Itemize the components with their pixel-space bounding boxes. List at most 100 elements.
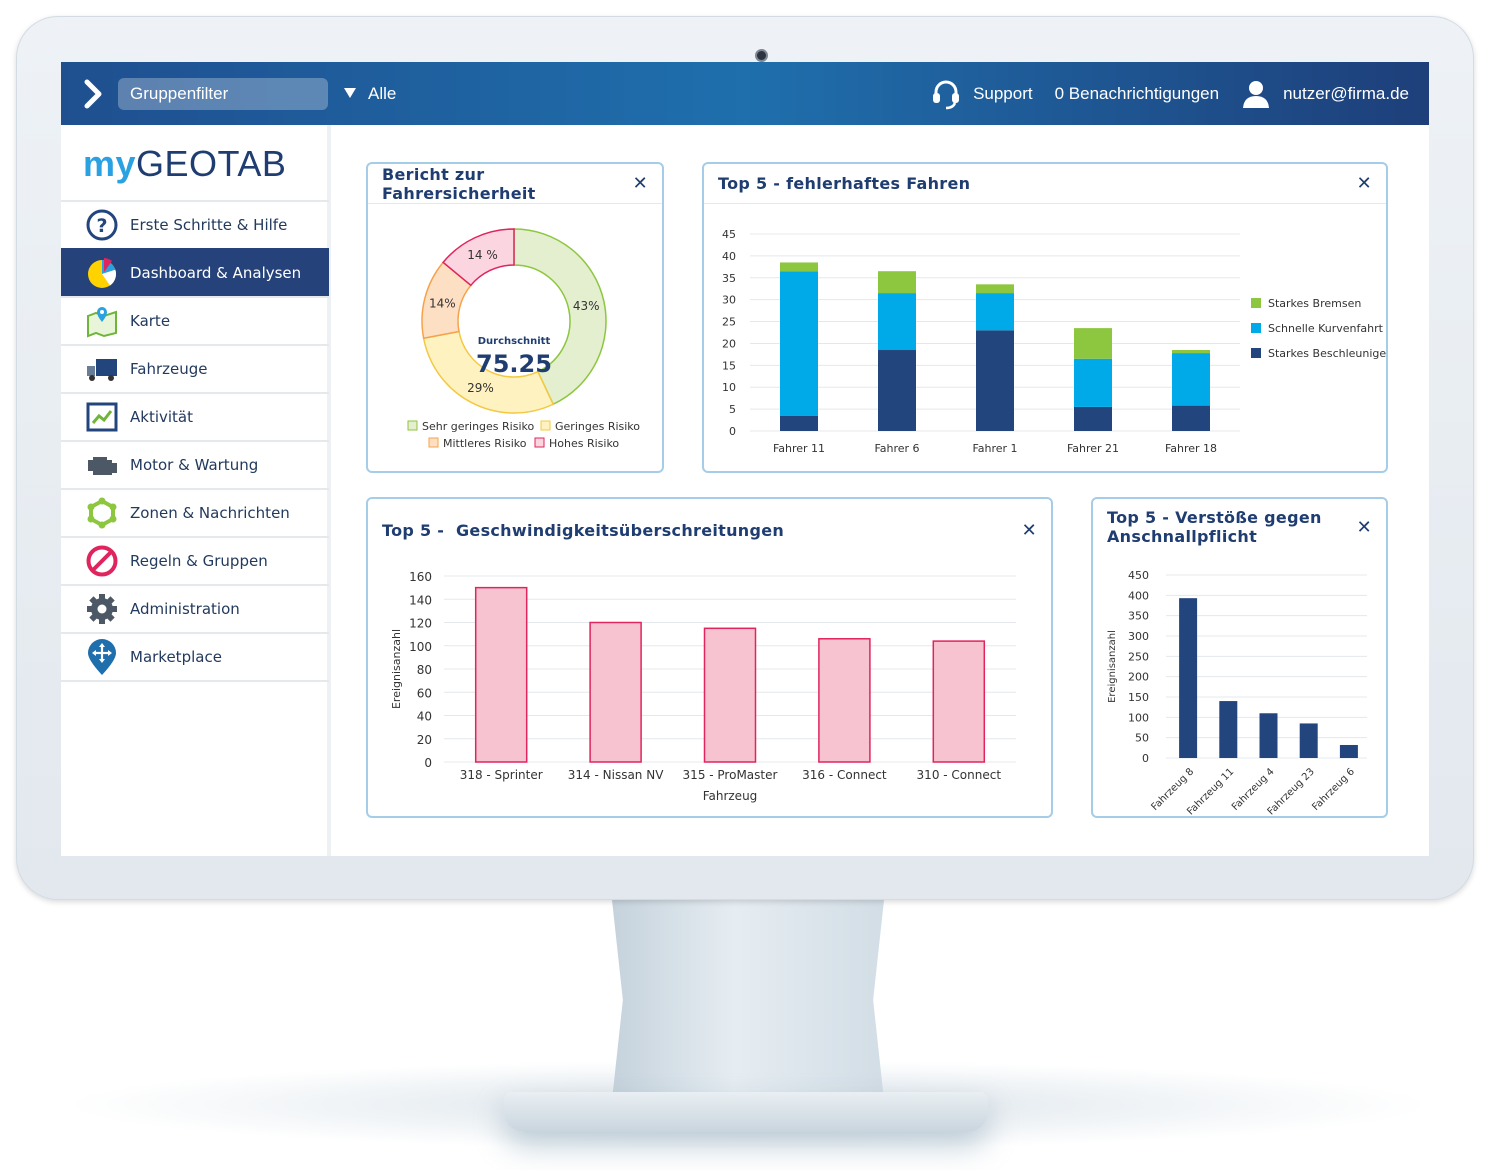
close-icon[interactable]: ✕ xyxy=(1356,173,1372,194)
user-email: nutzer@firma.de xyxy=(1283,84,1409,103)
logo-geotab: GEOTAB xyxy=(136,143,287,184)
close-icon[interactable]: ✕ xyxy=(632,173,648,194)
legend-label: Geringes Risiko xyxy=(555,420,640,433)
support-link[interactable]: Support xyxy=(931,78,1033,110)
notifications-link[interactable]: 0 Benachrichtigungen xyxy=(1055,84,1219,104)
legend-swatch xyxy=(534,437,545,448)
x-tick-label: Fahrzeug 6 xyxy=(1310,766,1357,813)
sidebar-item-zones[interactable]: Zonen & Nachrichten xyxy=(61,488,329,536)
widget-title: Top 5 - Geschwindigkeitsüberschreitungen xyxy=(382,520,785,540)
sidebar-item-label: Zonen & Nachrichten xyxy=(130,504,290,522)
sidebar-item-vehicles[interactable]: Fahrzeuge xyxy=(61,344,329,392)
sidebar-menu: ? Erste Schritte & Hilfe Dashboard & Ana… xyxy=(61,200,329,682)
group-filter-input[interactable]: Gruppenfilter xyxy=(118,78,328,110)
y-tick-label: 0 xyxy=(424,756,432,770)
y-tick-label: 100 xyxy=(1128,711,1149,724)
y-tick-label: 100 xyxy=(409,640,432,654)
zones-icon xyxy=(85,496,119,530)
sidebar-item-administration[interactable]: Administration xyxy=(61,584,329,632)
legend-swatch xyxy=(428,437,439,448)
bar-segment xyxy=(1074,406,1112,431)
y-tick-label: 250 xyxy=(1128,650,1149,663)
sidebar-item-label: Erste Schritte & Hilfe xyxy=(130,216,288,234)
x-tick-label: 310 - Connect xyxy=(917,768,1002,782)
y-tick-label: 25 xyxy=(722,316,736,329)
x-axis-title: Fahrzeug xyxy=(703,789,758,803)
donut-center-label: Durchschnitt xyxy=(478,336,551,347)
legend-label: Hohes Risiko xyxy=(549,437,619,450)
top-bar: Gruppenfilter Alle Support 0 Benachricht… xyxy=(61,62,1429,125)
top-bar-actions: Support 0 Benachrichtigungen nutzer@firm… xyxy=(909,76,1409,112)
bar-segment xyxy=(780,262,818,272)
y-tick-label: 15 xyxy=(722,359,736,372)
bar-segment xyxy=(976,284,1014,294)
dashboard-pie-icon xyxy=(85,256,119,290)
bar xyxy=(703,627,757,763)
sidebar-divider xyxy=(61,680,329,682)
x-tick-label: Fahrer 21 xyxy=(1067,442,1119,455)
sidebar-item-map[interactable]: Karte xyxy=(61,296,329,344)
legend-swatch xyxy=(1251,298,1261,308)
bar-segment xyxy=(878,293,916,351)
donut-slice-label: 14% xyxy=(429,297,456,311)
legend-swatch xyxy=(540,420,551,431)
widget-title-line1: Top 5 - Verstöße gegen xyxy=(1107,508,1322,527)
camera-icon xyxy=(755,49,768,62)
sidebar-item-marketplace[interactable]: Marketplace xyxy=(61,632,329,680)
y-tick-label: 10 xyxy=(722,381,736,394)
legend-label: Starkes Beschleunigen xyxy=(1268,347,1386,360)
y-tick-label: 60 xyxy=(417,686,432,700)
screen: Gruppenfilter Alle Support 0 Benachricht… xyxy=(61,62,1429,856)
rules-icon xyxy=(85,544,119,578)
close-icon[interactable]: ✕ xyxy=(1356,516,1372,538)
sidebar-item-help[interactable]: ? Erste Schritte & Hilfe xyxy=(61,200,329,248)
group-filter-dropdown[interactable]: Alle xyxy=(344,78,396,110)
dropdown-triangle-icon xyxy=(344,88,356,98)
legend-label: Sehr geringes Risiko xyxy=(422,420,534,433)
bar-segment xyxy=(878,350,916,431)
sidebar-item-label: Aktivität xyxy=(130,408,193,426)
y-tick-label: 5 xyxy=(729,403,736,416)
legend-swatch xyxy=(1251,323,1261,333)
donut-slice xyxy=(513,228,607,406)
user-icon xyxy=(1243,81,1270,108)
bar-segment xyxy=(780,271,818,416)
filter-value: Alle xyxy=(368,84,397,103)
bar xyxy=(1219,701,1238,758)
legend-label: Mittleres Risiko xyxy=(443,437,527,450)
sidebar-item-label: Dashboard & Analysen xyxy=(130,264,302,282)
x-tick-label: 314 - Nissan NV xyxy=(568,768,664,782)
widget-speeding: Top 5 - Geschwindigkeitsüberschreitungen… xyxy=(366,497,1053,818)
user-menu[interactable]: nutzer@firma.de xyxy=(1241,79,1409,109)
monitor-stand-base xyxy=(504,1092,988,1132)
engine-icon xyxy=(85,448,119,482)
bar xyxy=(589,621,642,763)
close-icon[interactable]: ✕ xyxy=(1021,519,1037,541)
bar xyxy=(818,638,871,763)
bar xyxy=(932,640,986,763)
y-tick-label: 35 xyxy=(722,272,736,285)
y-tick-label: 30 xyxy=(722,294,736,307)
nav-toggle-chevron-icon[interactable] xyxy=(79,78,109,110)
y-tick-label: 400 xyxy=(1128,589,1149,602)
y-tick-label: 120 xyxy=(409,617,432,631)
monitor-stand-neck xyxy=(612,900,884,1100)
bar-segment xyxy=(780,415,818,431)
svg-text:?: ? xyxy=(96,215,107,237)
x-tick-label: Fahrer 11 xyxy=(773,442,825,455)
bar-segment xyxy=(1172,353,1210,406)
y-tick-label: 450 xyxy=(1128,569,1149,582)
bar xyxy=(1259,713,1278,758)
donut-slice xyxy=(442,228,515,287)
widget-faulty-driving: Top 5 - fehlerhaftes Fahren ✕ 0 5 10 15 20 25… xyxy=(702,162,1393,473)
sidebar-item-dashboard[interactable]: Dashboard & Analysen xyxy=(61,248,329,296)
y-tick-label: 350 xyxy=(1128,610,1149,623)
y-tick-label: 200 xyxy=(1128,671,1149,684)
y-tick-label: 20 xyxy=(417,733,432,747)
bar-segment xyxy=(1074,328,1112,359)
y-tick-label: 0 xyxy=(1142,752,1149,765)
sidebar-item-engine[interactable]: Motor & Wartung xyxy=(61,440,329,488)
sidebar-item-rules[interactable]: Regeln & Gruppen xyxy=(61,536,329,584)
mygeotab-logo[interactable]: myGEOTAB xyxy=(83,143,286,185)
sidebar-item-activity[interactable]: Aktivität xyxy=(61,392,329,440)
